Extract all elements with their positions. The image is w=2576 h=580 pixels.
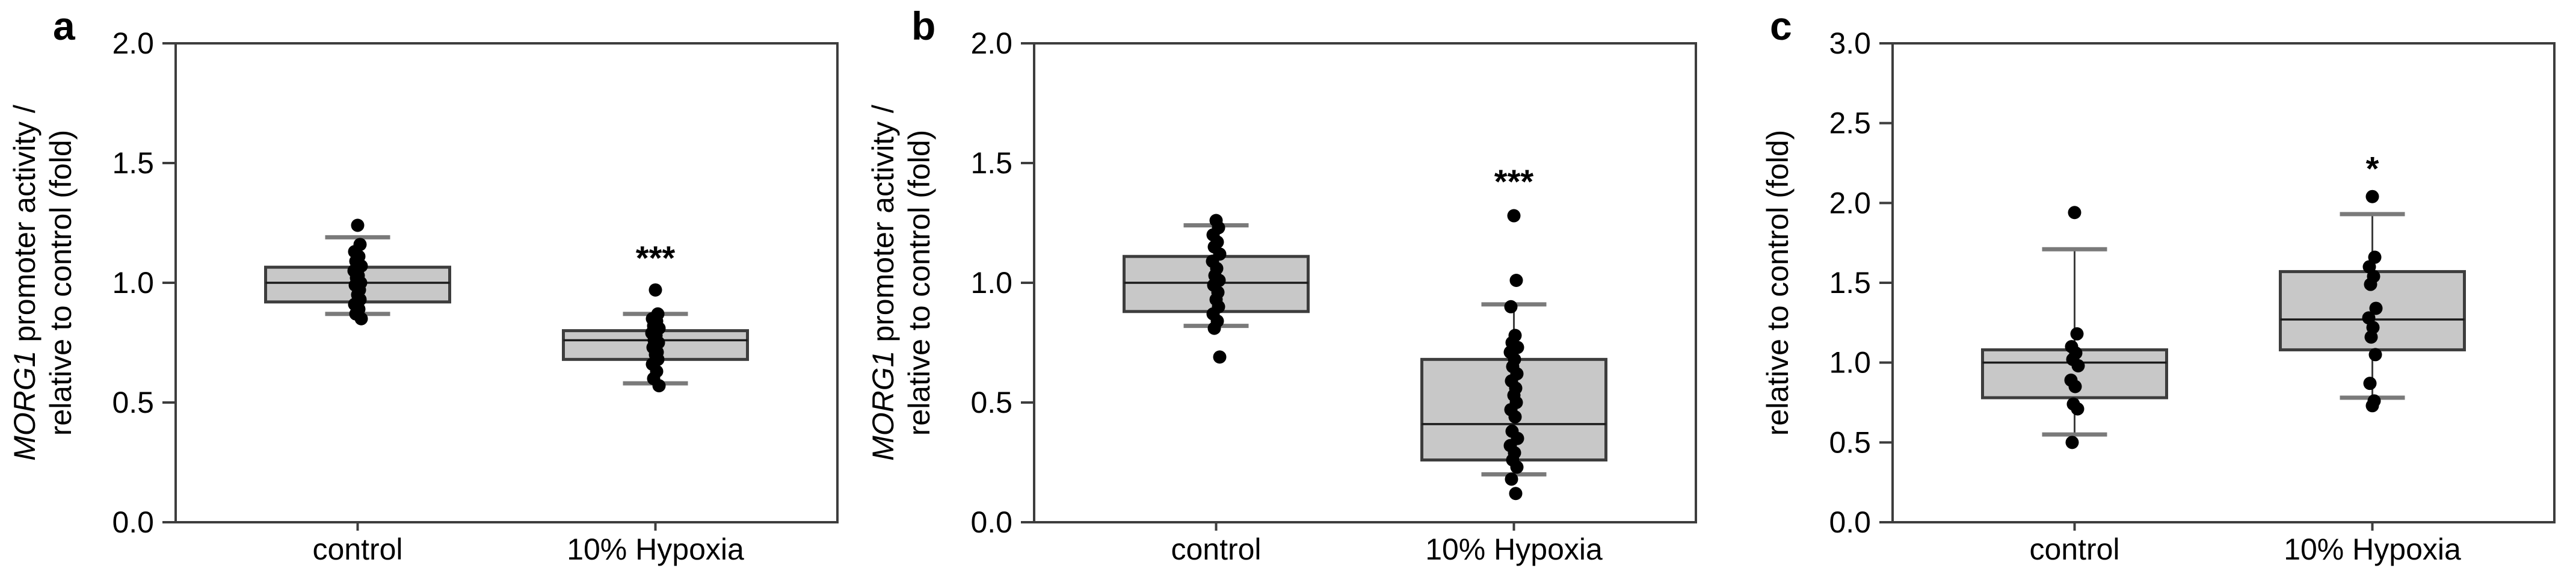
data-point xyxy=(649,283,662,297)
boxplot-group-hypoxia: *** xyxy=(562,239,749,393)
panel-b-chart: b 0.0 0.5 1.0 1.5 2.0 MORG1 promoter activity … xyxy=(866,4,1697,566)
data-point xyxy=(652,379,666,393)
data-point xyxy=(1507,209,1521,223)
panel-a: a 0.0 0.5 1.0 1.5 2.0 MORG1 promoter activity … xyxy=(0,0,858,580)
panel-c-chart: c 0.0 0.5 1.0 1.5 2.0 2.5 3.0 relative to contro… xyxy=(1761,4,2556,566)
panel-c: c 0.0 0.5 1.0 1.5 2.0 2.5 3.0 relative to contro… xyxy=(1717,0,2575,580)
y-tick-label: 3.0 xyxy=(1829,26,1871,60)
y-tick-label: 1.5 xyxy=(970,146,1012,180)
data-point xyxy=(2071,359,2085,372)
boxplot-group-hypoxia: *** xyxy=(1420,162,1607,501)
y-axis-label-line2: relative to control (fold) xyxy=(44,130,78,436)
x-category-label: control xyxy=(312,532,402,566)
data-point xyxy=(2065,436,2079,449)
y-tick-label: 1.0 xyxy=(112,266,154,300)
boxplot-group-control xyxy=(264,218,451,325)
data-point xyxy=(354,312,368,325)
y-tick-label: 0.0 xyxy=(112,505,154,539)
panel-label-b: b xyxy=(911,4,935,48)
y-tick-label: 1.5 xyxy=(1829,266,1871,300)
y-axis-label-line1: MORG1 promoter activity / xyxy=(8,105,42,461)
y-tick-label: 2.0 xyxy=(112,26,154,60)
data-point xyxy=(1509,274,1523,288)
boxplot-group-hypoxia: * xyxy=(2279,150,2466,413)
data-point xyxy=(2368,348,2382,362)
y-axis-label-line2: relative to control (fold) xyxy=(902,130,936,436)
data-point xyxy=(351,218,365,232)
data-point xyxy=(1504,300,1518,313)
data-point xyxy=(2071,402,2085,416)
y-tick-label: 1.0 xyxy=(1829,346,1871,380)
y-tick-label: 0.5 xyxy=(970,386,1012,419)
data-point xyxy=(2068,380,2082,393)
data-point xyxy=(2364,330,2378,344)
panel-label-a: a xyxy=(53,4,76,48)
panel-b: b 0.0 0.5 1.0 1.5 2.0 MORG1 promoter activity … xyxy=(858,0,1717,580)
panel-a-chart: a 0.0 0.5 1.0 1.5 2.0 MORG1 promoter activity … xyxy=(8,4,839,566)
y-tick-label: 2.5 xyxy=(1829,106,1871,140)
y-tick-label: 0.5 xyxy=(1829,425,1871,459)
data-point xyxy=(2365,399,2379,413)
data-point xyxy=(1508,410,1522,424)
significance-marker: *** xyxy=(1494,162,1534,200)
data-point xyxy=(2364,277,2377,291)
data-point xyxy=(1207,321,1221,335)
y-tick-label: 2.0 xyxy=(1829,186,1871,220)
significance-marker: *** xyxy=(636,239,676,277)
y-tick-label: 2.0 xyxy=(970,26,1012,60)
panel-label-c: c xyxy=(1770,4,1792,48)
x-category-label: control xyxy=(1171,532,1261,566)
boxplot-group-control xyxy=(1123,214,1310,364)
x-category-label: 10% Hypoxia xyxy=(1425,532,1603,566)
x-category-label: 10% Hypoxia xyxy=(567,532,744,566)
data-point xyxy=(2363,377,2377,390)
data-point xyxy=(1213,350,1227,364)
y-tick-label: 0.0 xyxy=(1829,505,1871,539)
data-point xyxy=(2068,206,2081,220)
y-tick-label: 0.5 xyxy=(112,386,154,419)
x-category-label: control xyxy=(2029,532,2119,566)
y-tick-label: 1.0 xyxy=(970,266,1012,300)
boxplot-group-control xyxy=(1981,206,2168,449)
data-point xyxy=(1509,487,1523,501)
data-point xyxy=(1510,460,1524,474)
data-point xyxy=(2369,301,2383,315)
y-tick-label: 0.0 xyxy=(970,505,1012,539)
y-axis-label-line1: MORG1 promoter activity / xyxy=(866,105,900,461)
data-point xyxy=(2365,190,2379,203)
significance-marker: * xyxy=(2366,150,2379,188)
x-category-label: 10% Hypoxia xyxy=(2284,532,2461,566)
y-tick-label: 1.5 xyxy=(112,146,154,180)
data-point xyxy=(1505,472,1518,486)
y-axis-label-line1: relative to control (fold) xyxy=(1761,130,1795,436)
data-point xyxy=(2070,327,2084,341)
